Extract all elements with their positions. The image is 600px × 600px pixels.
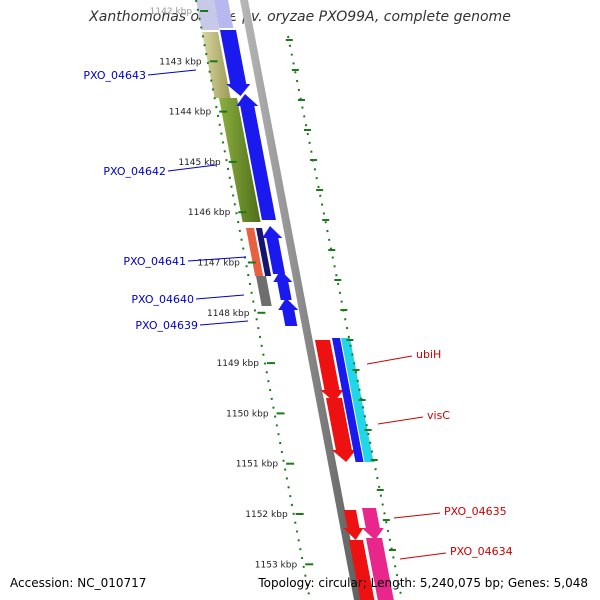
feature-block [366,538,394,600]
gene-label-right: visC [427,409,450,422]
cds-arrow [315,340,344,402]
feature-block [256,276,272,306]
feature-block [246,228,264,276]
gene-labels: PXO_04643 PXO_04642 PXO_04641 PXO_04640 PXO_… [83,69,513,560]
feature-block [332,338,364,462]
ruler-tick-label: 1142 kbp [150,7,193,17]
gene-label-connector [366,355,413,365]
genome-summary-text: Topology: circular; Length: 5,240,075 bp… [258,576,588,590]
gene-label-left: PXO_04640 [131,293,194,306]
gene-label-left: PXO_04639 [135,319,198,332]
feature-block [349,540,375,600]
feature-block [219,98,261,222]
gene-label-connector [167,164,217,172]
map-title: Xanthomonas oryzae pv. oryzae PXO99A, co… [89,9,511,25]
ruler-tick-label: 1153 kbp [255,560,298,570]
ruler-tick-label: 1146 kbp [188,208,231,218]
cds-arrow [326,398,356,462]
cds-arrow [361,508,384,540]
gene-label-connector [399,552,447,560]
accession-text: Accession: NC_010717 [10,576,147,590]
cds-arrow [262,226,286,274]
feature-block [202,32,231,98]
ruler-tick-label: 1149 kbp [217,359,260,369]
ruler-tick-label: 1151 kbp [236,460,279,470]
gene-label-left: PXO_04643 [83,69,146,82]
ruler-tick-label: 1144 kbp [169,108,212,118]
cds-arrow [278,298,299,326]
gene-label-connector [147,69,197,76]
ruler: 1142 kbp 1143 kbp 1144 kbp 1145 kbp 1146 kbp… [150,0,403,600]
gene-label-right: ubiH [416,348,441,361]
feature-block [256,228,272,276]
gene-label-left: PXO_04641 [123,255,186,268]
cds-arrow [273,270,293,300]
cds-arrow [343,510,364,540]
gene-label-right: PXO_04634 [450,545,513,558]
gene-label-connector [377,416,424,425]
genome-backbone [240,0,362,600]
ruler-tick-label: 1150 kbp [226,409,269,419]
feature-block [196,0,220,30]
cds-arrow [214,0,234,28]
ruler-tick-label: 1145 kbp [178,158,221,168]
ruler-tick-label: 1147 kbp [197,259,240,269]
ruler-tick-label: 1148 kbp [207,309,250,319]
gene-label-left: PXO_04642 [103,165,166,178]
gene-label-connector [195,294,245,300]
gene-label-connector [393,512,441,519]
gene-label-connector [187,256,247,262]
gene-label-right: PXO_04635 [444,505,507,518]
ruler-tick-label: 1143 kbp [159,57,202,67]
gene-label-connector [199,320,249,326]
ruler-tick-label: 1152 kbp [245,510,288,520]
cds-arrow [236,94,276,220]
cds-arrow [220,30,251,96]
feature-tracks [196,0,394,600]
